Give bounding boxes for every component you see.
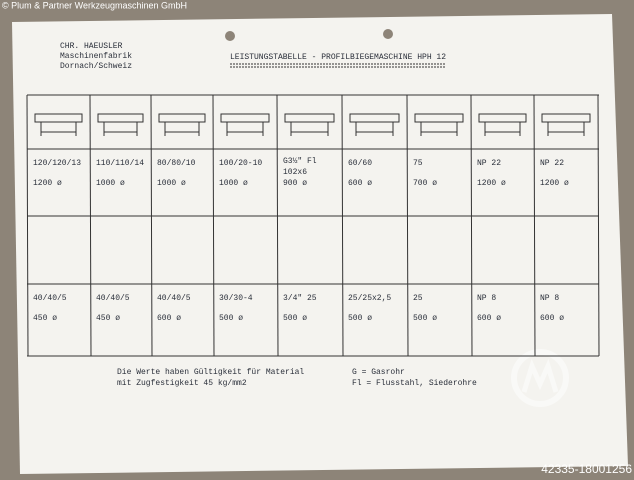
column-line (406, 94, 409, 357)
note: Fl = Flusstahl, Siederohre (352, 379, 477, 388)
cell-text: 30/30-4 (219, 294, 253, 303)
cell-text: 450 ø (33, 314, 57, 323)
cell-text: NP 8 (540, 294, 559, 303)
cell-text: 1200 ø (477, 179, 506, 188)
cell-text: NP 22 (540, 159, 564, 168)
column-line (150, 94, 153, 357)
cell-text: 700 ø (413, 179, 437, 188)
cell-text: 450 ø (96, 314, 120, 323)
cell-text: 40/40/5 (33, 294, 67, 303)
punch-hole (225, 31, 235, 41)
profile-icon (478, 113, 527, 123)
watermark: © Plum & Partner Werkzeugmaschinen GmbH (2, 0, 187, 10)
punch-hole (383, 29, 393, 39)
note: G = Gasrohr (352, 368, 405, 377)
cell-text: 600 ø (157, 314, 181, 323)
reference: 42335-18001256 (541, 462, 632, 476)
cell-text: NP 8 (477, 294, 496, 303)
profile-icon (97, 113, 144, 123)
company: Maschinenfabrik (60, 52, 132, 61)
table: 120/120/13 1200 ø 110/110/14 1000 ø 80/80/10… (26, 94, 600, 357)
column-line (470, 94, 473, 357)
cell-text: 40/40/5 (96, 294, 130, 303)
cell-text: 500 ø (283, 314, 307, 323)
cell-text: 3/4" 25 (283, 294, 317, 303)
cell-text: 102x6 (283, 168, 307, 177)
company: CHR. HAEUSLER (60, 42, 123, 51)
cell-text: G3½" Fl (283, 157, 317, 166)
column-line (89, 94, 92, 357)
profile-icon (541, 113, 591, 123)
column-line (341, 94, 344, 357)
company: Dornach/Schweiz (60, 62, 132, 71)
cell-text: 60/60 (348, 159, 372, 168)
cell-text: 600 ø (477, 314, 501, 323)
column-line (276, 94, 279, 357)
cell-text: 1200 ø (33, 179, 62, 188)
cell-text: 500 ø (219, 314, 243, 323)
cell-text: NP 22 (477, 159, 501, 168)
cell-text: 600 ø (540, 314, 564, 323)
title: LEISTUNGSTABELLE - PROFILBIEGEMASCHINE H… (230, 53, 446, 62)
note: mit Zugfestigkeit 45 kg/mm2 (117, 379, 247, 388)
column-line (26, 94, 29, 357)
profile-icon (34, 113, 83, 123)
cell-text: 120/120/13 (33, 159, 81, 168)
profile-icon (220, 113, 270, 123)
cell-text: 500 ø (348, 314, 372, 323)
cell-text: 25 (413, 294, 423, 303)
cell-text: 900 ø (283, 179, 307, 188)
cell-text: 1000 ø (96, 179, 125, 188)
profile-icon (284, 113, 335, 123)
cell-text: 75 (413, 159, 423, 168)
cell-text: 100/20-10 (219, 159, 262, 168)
cell-text: 40/40/5 (157, 294, 191, 303)
paper (12, 14, 628, 474)
profile-icon (414, 113, 464, 123)
cell-text: 1200 ø (540, 179, 569, 188)
logo (511, 349, 569, 407)
cell-text: 1000 ø (157, 179, 186, 188)
profile-icon (158, 113, 206, 123)
cell-text: 25/25x2,5 (348, 294, 391, 303)
cell-text: 110/110/14 (96, 159, 144, 168)
column-line (533, 94, 536, 357)
cell-text: 80/80/10 (157, 159, 196, 168)
cell-text: 600 ø (348, 179, 372, 188)
note: Die Werte haben Gültigkeit für Material (117, 368, 304, 377)
profile-icon (349, 113, 400, 123)
column-line (597, 94, 600, 357)
cell-text: 1000 ø (219, 179, 248, 188)
cell-text: 500 ø (413, 314, 437, 323)
column-line (212, 94, 215, 357)
